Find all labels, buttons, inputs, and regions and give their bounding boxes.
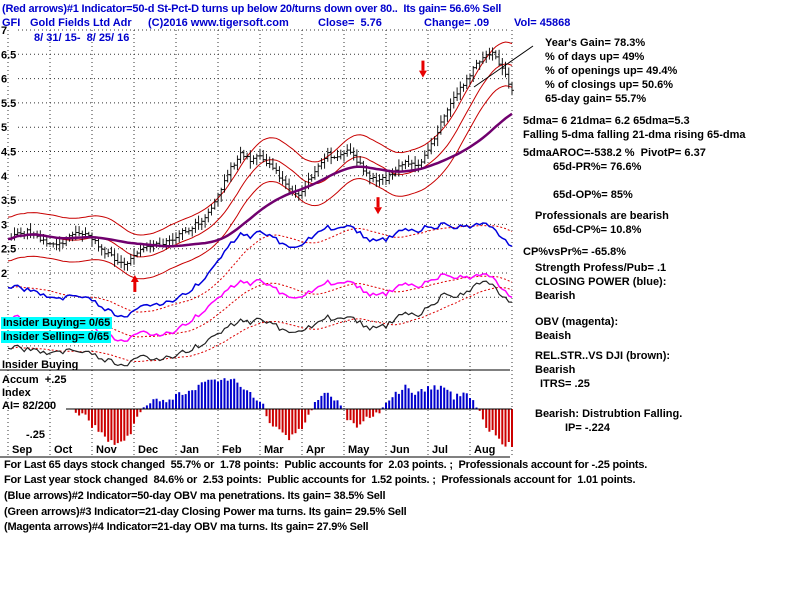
footer-line-5: (Magenta arrows)#4 Indicator=21-day OBV … [4, 521, 369, 533]
ytick-label: 2.5 [1, 244, 16, 256]
rel-strength-line [7, 280, 513, 367]
right-panel-line-23: IP= -.224 [565, 422, 610, 434]
closing-power-ma [7, 225, 513, 313]
insider-selling-badge: Insider Selling= 0/65 [1, 331, 112, 343]
signal-arrows [130, 60, 427, 292]
right-panel-line-3: % of openings up= 49.4% [545, 65, 678, 77]
month-label: Oct [54, 444, 73, 456]
footer-line-2: For Last year stock changed 84.6% or 2.5… [4, 474, 636, 486]
month-label: Dec [138, 444, 158, 456]
month-label: Sep [12, 444, 32, 456]
right-panel-line-8: 5dmaAROC=-538.2 % PivotP= 6.37 [523, 147, 706, 159]
right-panel-line-18: Beaish [535, 330, 572, 342]
ma65-line [7, 112, 513, 248]
ytick-label: 4 [1, 171, 8, 183]
month-label: Jan [180, 444, 199, 456]
footer-line-1: For Last 65 days stock changed 55.7% or … [4, 459, 648, 471]
copyright-label: (C)2016 www.tigersoft.com [148, 17, 289, 29]
right-panel-line-17: OBV (magenta): [535, 316, 619, 328]
ytick-label: 6.5 [1, 49, 16, 61]
ytick-label: 6 [1, 74, 7, 86]
index-label: Index [2, 387, 31, 399]
accum-scale-bottom: -.25 [26, 429, 45, 441]
month-label: Mar [264, 444, 284, 456]
price-bands [7, 41, 513, 280]
ytick-label: 7 [1, 25, 7, 37]
accum-index-value: AI= 82/200 [2, 400, 57, 412]
right-panel-line-12: 65d-CP%= 10.8% [553, 224, 642, 236]
close-stat: Close= 5.76 [318, 17, 382, 29]
grid-lines [7, 29, 513, 457]
right-panel-line-16: Bearish [535, 290, 576, 302]
footer-line-3: (Blue arrows)#2 Indicator=50-day OBV ma … [4, 490, 386, 502]
insider-buying-label: Insider Buying [2, 359, 79, 371]
right-panel-line-15: CLOSING POWER (blue): [535, 276, 667, 288]
volume-stat: Vol= 45868 [514, 17, 571, 29]
right-panel-line-6: 5dma= 6 21dma= 6.2 65dma=5.3 [523, 115, 690, 127]
right-panel-line-2: % of days up= 49% [545, 51, 645, 63]
month-label: Feb [222, 444, 242, 456]
month-label: Aug [474, 444, 495, 456]
right-panel-line-7: Falling 5-dma falling 21-dma rising 65-d… [523, 129, 746, 141]
month-label: Apr [306, 444, 326, 456]
right-panel-line-20: Bearish [535, 364, 576, 376]
right-panel-line-19: REL.STR..VS DJI (brown): [535, 350, 671, 362]
date-range: 8/ 31/ 15- 8/ 25/ 16 [34, 32, 130, 44]
callout-line [473, 45, 534, 88]
signal-header-line: (Red arrows)#1 Indicator=50-d St-Pct-D t… [2, 3, 502, 15]
ytick-label: 2 [1, 268, 7, 280]
right-panel-line-22: Bearish: Distrubtion Falling. [535, 408, 683, 420]
right-panel-line-21: ITRS= .25 [540, 378, 590, 390]
ytick-label: 4.5 [1, 147, 16, 159]
accum-label: Accum +.25 [2, 374, 67, 386]
right-panel-line-9: 65d-PR%= 76.6% [553, 161, 642, 173]
right-panel-line-5: 65-day gain= 55.7% [545, 93, 647, 105]
right-panel-line-4: % of closings up= 50.6% [545, 79, 674, 91]
right-panel-line-13: CP%vsPr%= -65.8% [523, 246, 627, 258]
ytick-label: 5.5 [1, 98, 16, 110]
right-panel-line-1: Year's Gain= 78.3% [545, 37, 646, 49]
company-name: Gold Fields Ltd Adr [30, 17, 132, 29]
change-stat: Change= .09 [424, 17, 490, 29]
month-label: May [348, 444, 370, 456]
ticker-symbol: GFI [2, 17, 21, 29]
month-label: Jul [432, 444, 448, 456]
chart-frame [0, 369, 510, 458]
x-axis-month-labels: Sep Oct Nov Dec Jan Feb Mar Apr May Jun Jul Aug [12, 444, 495, 456]
month-label: Nov [96, 444, 118, 456]
y-axis-labels: 7 6.5 6 5.5 5 4.5 4 3.5 3 2.5 2 [1, 25, 16, 280]
insider-buying-badge: Insider Buying= 0/65 [1, 317, 113, 329]
right-panel-line-10: 65d-OP%= 85% [553, 189, 633, 201]
right-panel-line-14: Strength Profess/Pub= .1 [535, 262, 667, 274]
ytick-label: 3.5 [1, 195, 16, 207]
ytick-label: 5 [1, 122, 7, 134]
right-panel-line-11: Professionals are bearish [535, 210, 669, 222]
closing-power-line [7, 222, 513, 318]
accum-index-histogram [74, 378, 513, 447]
price-candles [9, 47, 514, 271]
ytick-label: 3 [1, 219, 7, 231]
month-label: Jun [390, 444, 410, 456]
footer-line-4: (Green arrows)#3 Indicator=21-day Closin… [4, 506, 407, 518]
rel-strength-ma [7, 286, 513, 363]
